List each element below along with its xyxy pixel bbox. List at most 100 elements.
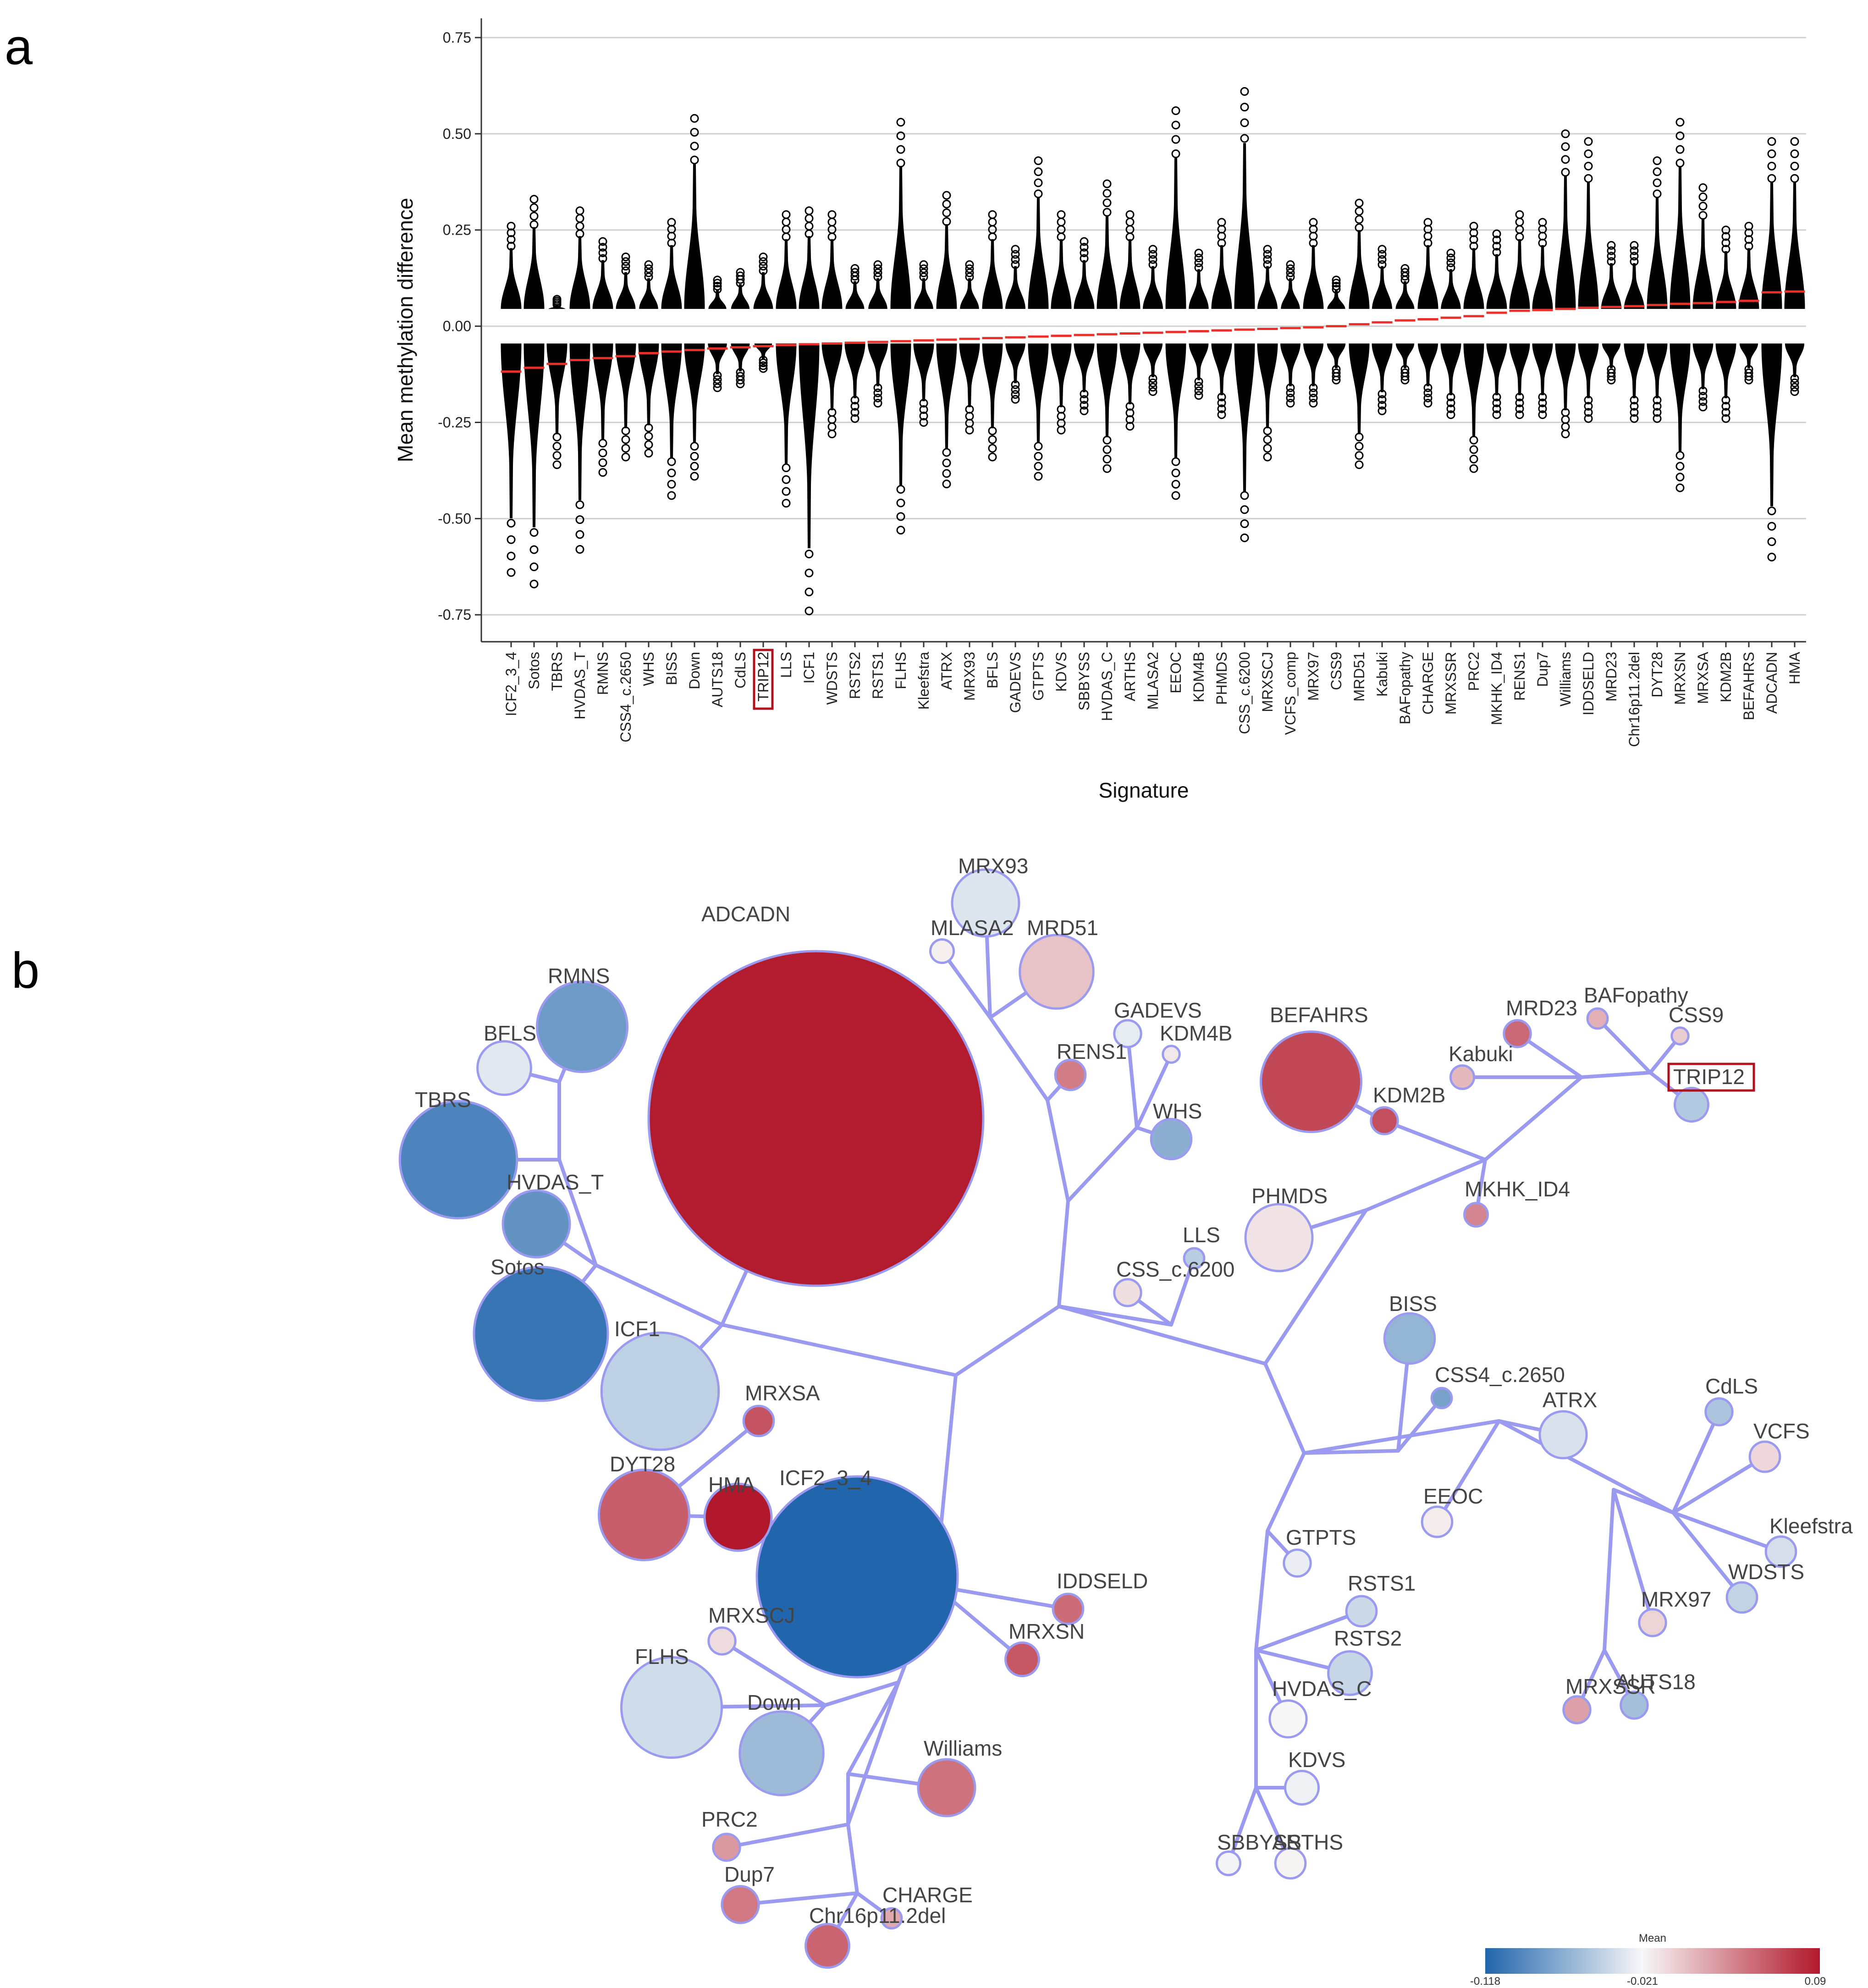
outlier-point [1355, 223, 1364, 232]
x-tick-label: MRX97 [1305, 652, 1322, 701]
tree-edge [1263, 1362, 1306, 1455]
outlier-point [644, 432, 653, 441]
negative-distribution [1303, 343, 1323, 386]
node-css4_c.2650 [1430, 1387, 1453, 1410]
node-label-dup7: Dup7 [724, 1862, 775, 1886]
outlier-point [1538, 404, 1547, 413]
outlier-point [1607, 241, 1616, 250]
outlier-point [965, 260, 974, 269]
positive-distribution [1670, 167, 1691, 309]
node-kdm2b [1370, 1106, 1399, 1135]
outlier-point [919, 272, 928, 281]
node-charge [880, 1907, 903, 1930]
outlier-point [1148, 260, 1157, 269]
outlier-point [1286, 388, 1295, 397]
outlier-point [1561, 430, 1570, 439]
x-tick-label: MKHK_ID4 [1488, 652, 1505, 725]
outlier-point [1355, 215, 1364, 224]
outlier-point [1332, 275, 1341, 285]
outlier-point [552, 295, 562, 304]
outlier-point [1400, 264, 1410, 273]
outlier-point [529, 212, 539, 221]
outlier-point [896, 485, 905, 494]
outlier-point [782, 499, 791, 508]
outlier-point [850, 414, 860, 423]
tree-edge [738, 1891, 859, 1906]
outlier-point [1286, 268, 1295, 277]
mean-lines [501, 290, 1805, 373]
node-rmns [535, 980, 629, 1074]
node-label-hma: HMA [708, 1473, 755, 1497]
outlier-point [1584, 408, 1593, 417]
node-css9 [1670, 1026, 1690, 1046]
node-label-dyt28: DYT28 [610, 1452, 675, 1476]
x-tick-label: HMA [1786, 651, 1803, 684]
outlier-point [850, 268, 860, 277]
outlier-point [598, 242, 607, 252]
x-tick-label: FLHS [893, 652, 909, 689]
x-tick-label: BFLS [984, 652, 1001, 688]
node-label-mkhk_id4: MKHK_ID4 [1465, 1177, 1570, 1201]
outlier-point [759, 252, 768, 261]
distribution-css9 [1327, 275, 1346, 385]
outlier-point [942, 199, 951, 209]
node-icf1 [600, 1331, 720, 1451]
x-tick-label: RENS1 [1511, 652, 1528, 701]
outlier-point [919, 418, 928, 427]
positive-distribution [1097, 215, 1118, 309]
positive-distribution [1281, 278, 1300, 309]
outlier-point [1469, 221, 1478, 231]
outlier-point [1675, 118, 1685, 127]
outlier-point [1675, 462, 1685, 471]
positive-distribution [639, 278, 658, 309]
outlier-point [621, 266, 630, 275]
outlier-point [1263, 245, 1272, 254]
outlier-point [1034, 189, 1043, 198]
node-biss [1383, 1312, 1436, 1365]
negative-distribution [661, 343, 682, 458]
x-tick-label: Kleefstra [915, 652, 932, 710]
node-label-mrxsa: MRXSA [745, 1381, 820, 1405]
outlier-point [1171, 106, 1180, 115]
outlier-point [896, 131, 905, 140]
negative-distribution [982, 343, 1003, 429]
distribution-mkhk_id4 [1486, 229, 1507, 419]
outlier-point [1332, 375, 1341, 385]
outlier-point [1263, 255, 1272, 264]
negative-distribution [1555, 343, 1576, 410]
distribution-mrx93 [959, 260, 980, 435]
negative-distribution [1395, 343, 1415, 369]
distribution-down [684, 114, 705, 481]
distribution-trip12 [753, 252, 773, 373]
outlier-point [896, 118, 905, 127]
x-tick-label: Dup7 [1534, 652, 1551, 687]
positive-distribution [1624, 263, 1645, 309]
distribution-iddseld [1578, 137, 1599, 423]
outlier-point [1080, 389, 1089, 398]
outlier-point [942, 191, 951, 200]
x-tick-label: LLS [778, 652, 794, 678]
outlier-point [1675, 131, 1685, 140]
node-label-rsts2: RSTS2 [1334, 1626, 1402, 1650]
node-label-mrd23: MRD23 [1506, 996, 1577, 1020]
outlier-point [1355, 207, 1364, 216]
outlier-point [598, 248, 607, 258]
node-label-bfls: BFLS [484, 1021, 536, 1045]
positive-distribution [1555, 176, 1576, 309]
x-tick-label: GADEVS [1007, 652, 1024, 713]
tree-edge [1364, 1158, 1487, 1212]
outlier-point [1240, 103, 1249, 112]
outlier-point [1767, 507, 1776, 516]
node-label-mrx97: MRX97 [1641, 1587, 1711, 1611]
negative-distribution [615, 343, 636, 429]
positive-distribution [1051, 239, 1072, 309]
positive-distribution [616, 272, 636, 309]
node-atrx [1538, 1410, 1588, 1459]
legend-tick-max: 0.09 [1805, 1975, 1826, 1988]
outlier-point [1653, 167, 1662, 176]
outlier-point [1653, 408, 1662, 417]
outlier-point [1171, 468, 1180, 478]
legend-title: Mean [1639, 1932, 1666, 1944]
tree-edge [1435, 1419, 1501, 1524]
outlier-point [1584, 174, 1593, 183]
